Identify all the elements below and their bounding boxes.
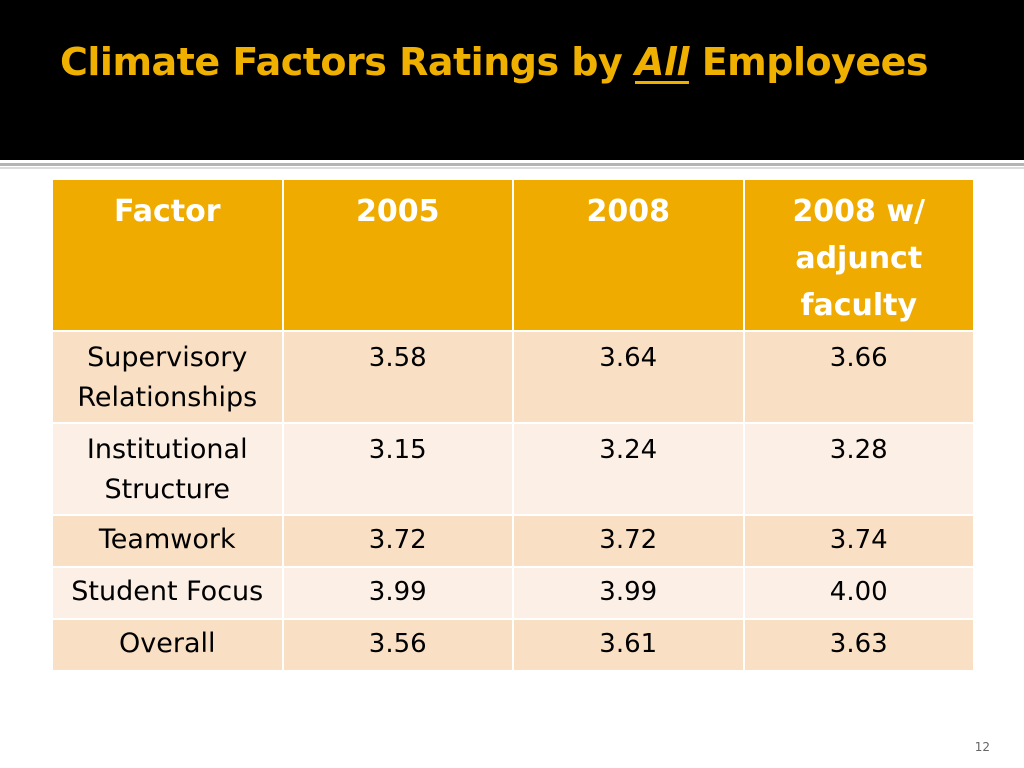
table-row: Teamwork 3.72 3.72 3.74 [51, 514, 975, 568]
slide-title-emphasis: All [635, 40, 689, 84]
value-2008-cell: 3.64 [512, 330, 745, 424]
value-2005-cell: 3.72 [281, 514, 514, 568]
value-2008-adjunct-cell: 3.28 [742, 422, 975, 516]
value-2008-adjunct-cell: 4.00 [742, 566, 975, 620]
slide-title-prefix: Climate Factors Ratings by [60, 40, 635, 84]
divider-line [0, 163, 1024, 166]
value-2005-cell: 3.58 [281, 330, 514, 424]
title-bar: Climate Factors Ratings by All Employees [0, 0, 1024, 160]
value-2008-adjunct-cell: 3.74 [742, 514, 975, 568]
value-2008-cell: 3.61 [512, 618, 745, 672]
slide-title: Climate Factors Ratings by All Employees [60, 40, 929, 84]
factor-cell: Supervisory Relationships [51, 330, 284, 424]
header-2008-adjunct: 2008 w/ adjunct faculty [742, 178, 975, 332]
value-2008-cell: 3.24 [512, 422, 745, 516]
header-2005: 2005 [281, 178, 514, 332]
climate-factors-table: Factor 2005 2008 2008 w/ adjunct faculty… [51, 178, 975, 672]
value-2008-adjunct-cell: 3.63 [742, 618, 975, 672]
table-row: Student Focus 3.99 3.99 4.00 [51, 566, 975, 620]
divider-line-light [0, 167, 1024, 169]
table-row: Overall 3.56 3.61 3.63 [51, 618, 975, 672]
value-2005-cell: 3.99 [281, 566, 514, 620]
factor-cell: Teamwork [51, 514, 284, 568]
header-factor: Factor [51, 178, 284, 332]
factor-cell: Institutional Structure [51, 422, 284, 516]
factor-cell: Overall [51, 618, 284, 672]
value-2005-cell: 3.15 [281, 422, 514, 516]
table-header-row: Factor 2005 2008 2008 w/ adjunct faculty [51, 178, 975, 332]
factor-cell: Student Focus [51, 566, 284, 620]
header-2008: 2008 [512, 178, 745, 332]
value-2005-cell: 3.56 [281, 618, 514, 672]
value-2008-cell: 3.99 [512, 566, 745, 620]
slide-title-suffix: Employees [688, 40, 929, 84]
table-row: Supervisory Relationships 3.58 3.64 3.66 [51, 330, 975, 424]
value-2008-cell: 3.72 [512, 514, 745, 568]
page-number: 12 [974, 740, 990, 754]
table-row: Institutional Structure 3.15 3.24 3.28 [51, 422, 975, 516]
value-2008-adjunct-cell: 3.66 [742, 330, 975, 424]
